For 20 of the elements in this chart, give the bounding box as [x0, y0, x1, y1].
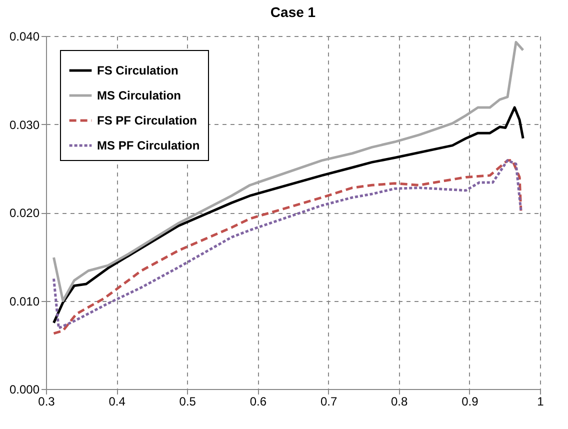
x-tick-label: 0.5 — [179, 394, 196, 408]
legend-label: FS Circulation — [97, 64, 178, 78]
x-tick-label: 0.4 — [108, 394, 126, 408]
y-tick-label: 0.010 — [9, 294, 40, 308]
y-tick-label: 0.040 — [9, 30, 40, 44]
line-series — [52, 40, 524, 302]
x-tick-label: 0.3 — [38, 394, 56, 408]
legend-label: FS PF Circulation — [97, 114, 198, 128]
y-tick-label: 0.000 — [9, 382, 40, 396]
x-tick-label: 0.7 — [320, 394, 338, 408]
y-tick-label: 0.030 — [9, 118, 40, 132]
chart-title: Case 1 — [270, 4, 316, 20]
y-tick-label: 0.020 — [9, 206, 40, 220]
x-tick-label: 0.6 — [250, 394, 267, 408]
x-tick-label: 0.9 — [462, 394, 479, 408]
line-series — [52, 106, 524, 324]
x-tick-label: 1 — [537, 394, 544, 408]
legend-label: MS PF Circulation — [97, 138, 200, 152]
x-tick-label: 0.8 — [391, 394, 408, 408]
legend-label: MS Circulation — [97, 88, 182, 102]
